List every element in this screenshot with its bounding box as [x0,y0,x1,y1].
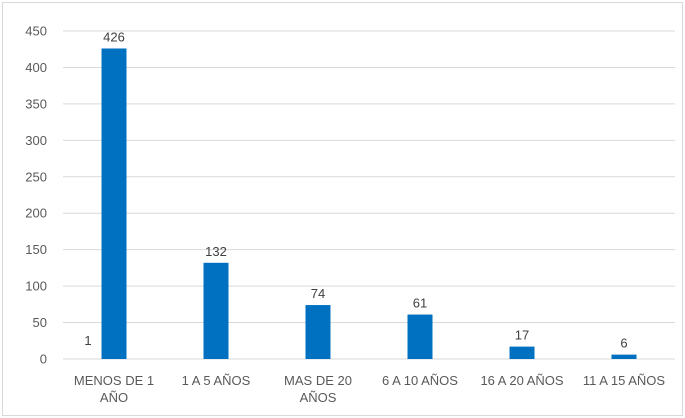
x-tick-label: MAS DE 20 [284,373,352,388]
y-tick-label: 300 [25,133,47,148]
x-tick-label: 16 A 20 AÑOS [480,373,563,388]
x-tick-label: 6 A 10 AÑOS [382,373,458,388]
y-tick-label: 450 [25,24,47,39]
data-label: 426 [103,29,125,44]
bar [407,314,433,359]
x-tick-label: AÑO [100,390,128,405]
y-tick-label: 50 [33,315,47,330]
bar [611,354,637,359]
data-label: 6 [620,336,627,351]
bars [101,48,637,359]
data-label: 74 [311,286,325,301]
y-axis-ticks: 0 50 100 150 200 250 300 350 400 450 [25,24,47,367]
y-tick-label: 0 [40,352,47,367]
y-tick-label: 200 [25,206,47,221]
bar [101,48,127,359]
extra-data-label: 1 [84,333,91,348]
bar [203,262,229,359]
x-tick-label: AÑOS [300,390,337,405]
y-tick-label: 400 [25,60,47,75]
y-tick-label: 100 [25,279,47,294]
y-tick-label: 150 [25,242,47,257]
bar [305,305,331,359]
y-tick-label: 250 [25,169,47,184]
data-label: 17 [515,328,529,343]
gridlines [63,30,675,360]
x-axis-ticks: MENOS DE 1 AÑO 1 A 5 AÑOS MAS DE 20 AÑOS 6 A … [74,373,665,405]
data-label: 132 [205,244,227,259]
data-label: 61 [413,296,427,311]
x-tick-label: MENOS DE 1 [74,373,154,388]
x-tick-label: 11 A 15 AÑOS [583,373,665,388]
x-tick-label: 1 A 5 AÑOS [182,373,251,388]
y-tick-label: 350 [25,96,47,111]
bar [509,346,535,359]
